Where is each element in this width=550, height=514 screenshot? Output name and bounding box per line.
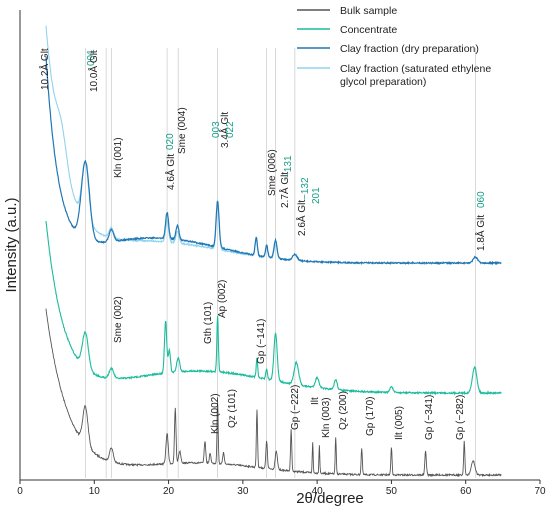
- peak-label: Kln (002): [210, 393, 221, 434]
- peak-label: 4.6Å Glt: [164, 154, 177, 190]
- peak-label: 003: [211, 121, 222, 138]
- x-tick-label: 10: [89, 486, 101, 497]
- peak-label: 022: [225, 121, 236, 138]
- series-layer: [45, 25, 502, 478]
- peak-label: 201: [311, 187, 322, 204]
- peak-label: Sme (004): [177, 107, 188, 154]
- peak-label: Sme (002): [113, 296, 124, 343]
- peak-label: Sme (006): [267, 149, 278, 196]
- peak-label: Gp (−282): [455, 395, 466, 440]
- peak-label: 2.6Å Glt: [295, 200, 308, 236]
- peak-label: 020: [165, 133, 176, 150]
- axes: [19, 10, 540, 481]
- peak-label: 3.4Å Glt: [218, 112, 231, 148]
- peak-label: 1.8Å Glt: [474, 215, 487, 251]
- peak-label: Gp (−141): [256, 319, 267, 364]
- series-line-bulk-sample: [45, 308, 502, 478]
- x-tick-label: 0: [17, 486, 23, 497]
- peak-label: −132: [300, 177, 311, 200]
- peak-label: 10.0Å Glt: [87, 50, 100, 92]
- peak-label: Gp (−341): [424, 395, 435, 440]
- peak-label: 2.7Å Glt: [278, 172, 291, 208]
- x-tick-label: 60: [460, 486, 472, 497]
- x-ticks: 0 10 20 30 40 50 60 70: [17, 480, 546, 497]
- peak-label: 001: [86, 49, 97, 66]
- peak-label: Ilt: [310, 397, 321, 405]
- x-tick-label: 20: [163, 486, 175, 497]
- series-line-clay-dry: [45, 56, 502, 266]
- peak-label: −131: [283, 155, 294, 178]
- x-tick-label: 70: [534, 486, 546, 497]
- x-tick-label: 30: [237, 486, 249, 497]
- legend: Bulk sample Concentrate Clay fraction (dry…: [297, 5, 491, 88]
- peak-label: Ap (002): [217, 280, 228, 318]
- reference-lines: [84, 48, 476, 478]
- legend-label: Concentrate: [340, 24, 397, 36]
- peak-label: Ilt (005): [394, 406, 405, 440]
- y-axis-title: Intensity (a.u.): [3, 197, 20, 292]
- peak-label: Gth (101): [203, 302, 214, 344]
- peak-label: Kln (003): [321, 397, 332, 438]
- peak-label: Qz (101): [227, 389, 238, 428]
- peak-label: 060: [476, 191, 487, 208]
- peak-label: 10.2Å Glt: [38, 48, 51, 90]
- x-axis-title: 2θ/degree: [296, 490, 364, 507]
- series-line-concentrate: [45, 220, 502, 396]
- x-tick-label: 50: [386, 486, 398, 497]
- peak-label: Gp (170): [365, 397, 376, 436]
- peak-label: Gp (−222): [290, 385, 301, 430]
- legend-label: Clay fraction (saturated ethylene glycol …: [340, 63, 491, 88]
- peak-label: Qz (200): [338, 391, 349, 430]
- peak-label: Kln (001): [113, 137, 124, 178]
- legend-label: Clay fraction (dry preparation): [340, 43, 479, 55]
- legend-label: Bulk sample: [340, 5, 397, 17]
- x-tick-label: 40: [312, 486, 324, 497]
